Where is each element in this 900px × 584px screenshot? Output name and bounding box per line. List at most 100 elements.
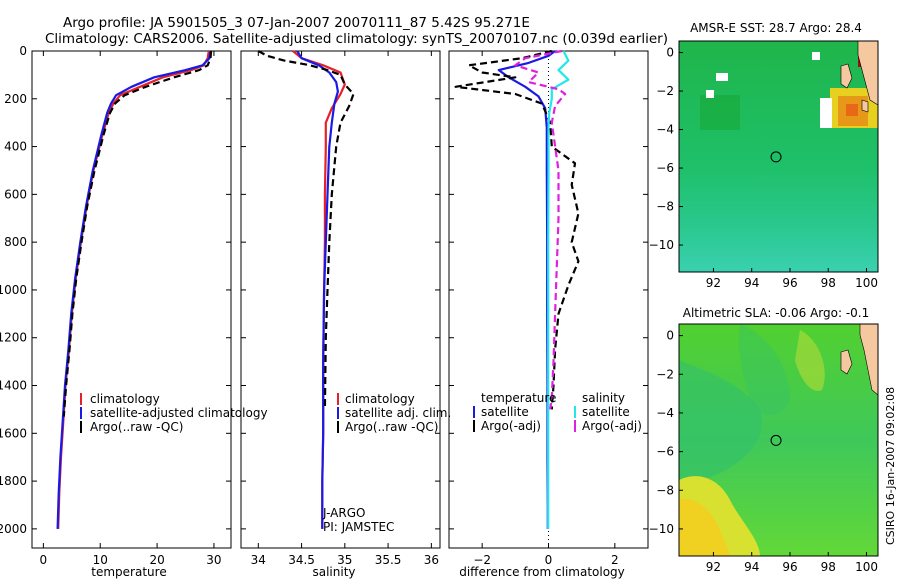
sla-land-sumatra: [859, 324, 878, 396]
map-x-tick-label: 100: [855, 276, 878, 290]
sla-map-title: Altimetric SLA: -0.06 Argo: -0.1: [683, 306, 870, 320]
sla-high-region: [795, 330, 825, 391]
sla-high-region: [679, 498, 730, 556]
series-line: [547, 50, 570, 529]
legend-label-climatology: climatology: [345, 392, 415, 406]
x-tick-label: 30: [206, 553, 221, 567]
x-tick-label: 0: [545, 553, 553, 567]
x-tick-label: 20: [149, 553, 164, 567]
map-x-tick-label: 94: [744, 276, 759, 290]
y-tick-label: 1200: [0, 331, 27, 345]
sla-map-frame: [678, 323, 879, 557]
series-line: [497, 50, 556, 529]
sst-missing-data: [706, 90, 714, 98]
salinity-plot-frame: [240, 50, 441, 549]
legend-label-sal-satellite: satellite: [582, 405, 630, 419]
sst-map-axes: 92 94 96 98 100 0 −2 −4 −6 −8 −10: [649, 46, 878, 290]
series-line: [514, 49, 567, 410]
y-tick-label: 1800: [0, 474, 27, 488]
salinity-axis-label: salinity: [312, 565, 355, 579]
map-y-tick-label: 0: [666, 46, 674, 60]
y-tick-label: 0: [19, 44, 27, 58]
difference-plot: −2 0 2: [449, 49, 648, 567]
sla-land-island: [840, 349, 853, 375]
map-x-tick-label: 94: [744, 560, 759, 574]
sst-missing-data: [820, 98, 832, 128]
argo-float-marker: [770, 434, 782, 446]
map-y-tick-label: −2: [656, 84, 674, 98]
salinity-plot: 34 34.5 35 35.5 36: [241, 50, 440, 567]
x-tick-label: 0: [40, 553, 48, 567]
map-x-tick-label: 98: [821, 560, 836, 574]
figure-title-line1: Argo profile: JA 5901505_3 07-Jan-2007 2…: [63, 15, 530, 31]
temperature-plot-frame: [31, 50, 232, 549]
map-y-tick-label: −6: [656, 445, 674, 459]
salinity-legend: climatology satellite adj. clim. Argo(..…: [337, 392, 451, 434]
map-y-tick-label: 0: [666, 329, 674, 343]
x-tick-label: −2: [473, 553, 491, 567]
series-line: [296, 50, 339, 529]
series-line: [57, 50, 210, 529]
legend-label-argo: Argo(..raw -QC): [90, 420, 183, 434]
sla-map: [679, 324, 878, 556]
y-tick-label: 200: [4, 92, 27, 106]
temperature-legend: climatology satellite-adjusted climatolo…: [80, 392, 268, 434]
sst-missing-data: [812, 52, 820, 60]
sst-land-island: [861, 99, 869, 113]
legend-heading-temperature: temperature: [481, 391, 556, 405]
map-y-tick-label: −2: [656, 367, 674, 381]
map-x-tick-label: 92: [706, 560, 721, 574]
map-x-tick-label: 92: [706, 276, 721, 290]
y-tick-label: 1000: [0, 283, 27, 297]
sst-missing-data: [716, 73, 728, 81]
map-y-tick-label: −10: [649, 522, 674, 536]
series-line: [257, 50, 355, 410]
series-line: [62, 50, 213, 417]
salinity-annotation-program: J-ARGO: [322, 506, 365, 520]
y-tick-label: 1400: [0, 379, 27, 393]
temperature-plot: 0 10 20 30 0 200 400 600 800 1000 1200 1400 1600 1800…: [0, 44, 231, 567]
sst-map-title: AMSR-E SST: 28.7 Argo: 28.4: [690, 21, 862, 35]
credit-stamp: CSIRO 16-Jan-2007 09:02:08: [884, 387, 897, 545]
sst-warm-patch: [846, 104, 858, 116]
temperature-axis-label: temperature: [91, 565, 166, 579]
sla-low-region: [679, 360, 762, 480]
legend-label-satellite: satellite-adjusted climatology: [90, 406, 268, 420]
map-y-tick-label: −8: [656, 200, 674, 214]
salinity-annotation-pi: PI: JAMSTEC: [323, 520, 394, 534]
sst-land-island: [840, 63, 853, 89]
figure-title-line2: Climatology: CARS2006. Satellite-adjuste…: [45, 31, 668, 47]
y-tick-label: 400: [4, 140, 27, 154]
sla-map-axes: 92 94 96 98 100 0 −2 −4 −6 −8 −10: [649, 329, 878, 574]
map-x-tick-label: 96: [782, 560, 797, 574]
legend-label-argo: Argo(..raw -QC): [345, 420, 438, 434]
x-tick-label: 2: [611, 553, 619, 567]
x-tick-label: 10: [93, 553, 108, 567]
map-y-tick-label: −4: [656, 123, 674, 137]
sst-land-sumatra: [857, 41, 878, 106]
difference-legend: temperature satellite Argo(-adj) salinit…: [473, 391, 642, 433]
map-x-tick-label: 100: [855, 560, 878, 574]
x-tick-label: 34.5: [288, 553, 315, 567]
legend-label-temp-argo: Argo(-adj): [481, 419, 541, 433]
y-tick-label: 1600: [0, 426, 27, 440]
legend-label-temp-satellite: satellite: [481, 405, 529, 419]
x-tick-label: 36: [424, 553, 439, 567]
legend-label-sal-argo: Argo(-adj): [582, 419, 642, 433]
map-y-tick-label: −4: [656, 406, 674, 420]
argo-float-marker: [770, 151, 782, 163]
sst-map: [679, 41, 878, 272]
legend-heading-salinity: salinity: [582, 391, 625, 405]
x-tick-label: 35.5: [375, 553, 402, 567]
y-tick-label: 800: [4, 235, 27, 249]
sst-map-frame: [678, 40, 879, 273]
map-x-tick-label: 96: [782, 276, 797, 290]
legend-label-climatology: climatology: [90, 392, 160, 406]
x-tick-label: 34: [251, 553, 266, 567]
map-y-tick-label: −6: [656, 161, 674, 175]
difference-axis-label: difference from climatology: [459, 565, 625, 579]
sst-patch: [700, 95, 740, 130]
map-x-tick-label: 98: [821, 276, 836, 290]
map-y-tick-label: −10: [649, 238, 674, 252]
